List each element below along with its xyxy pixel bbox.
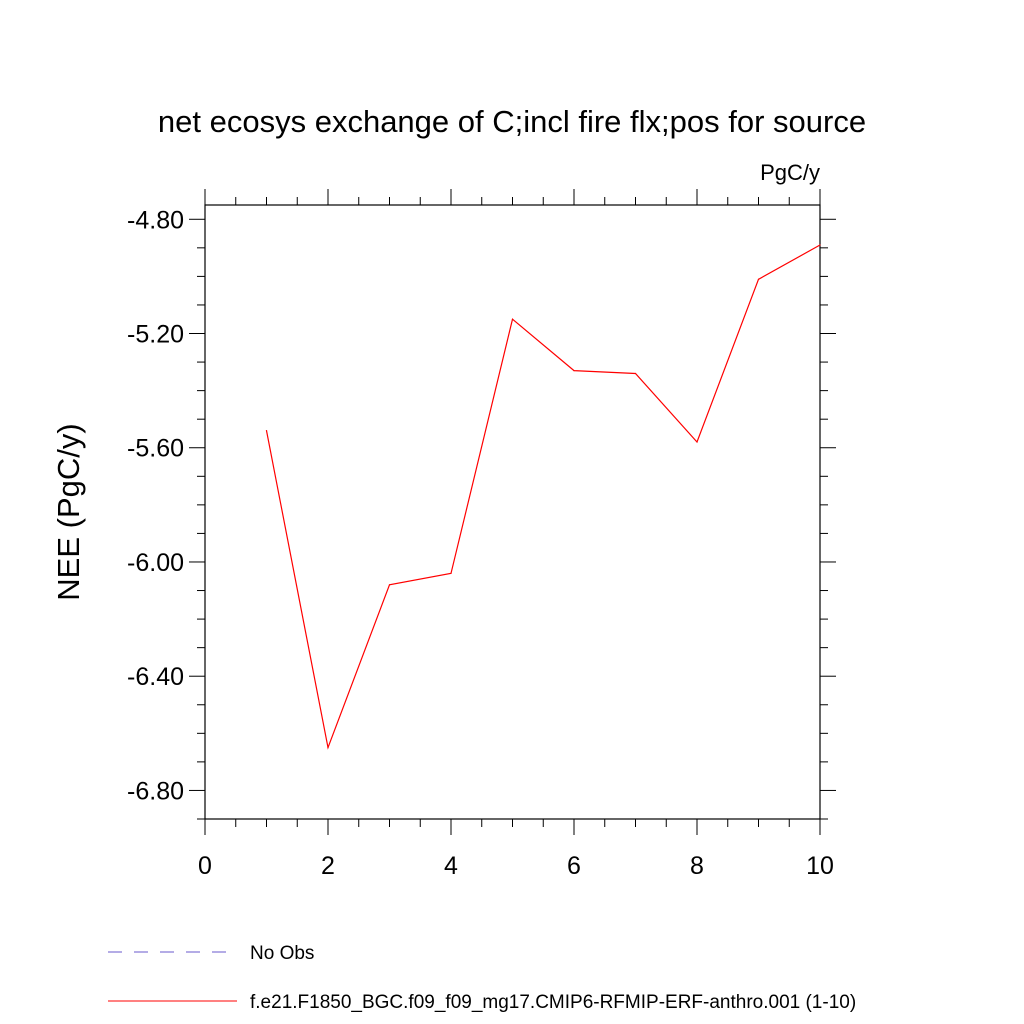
series-layer [265,244,821,750]
y-tick-label: -6.40 [127,663,184,691]
y-tick-label: -5.20 [127,321,184,349]
legend: No Obs f.e21.F1850_BGC.f09_f09_mg17.CMIP6… [108,943,856,1013]
chart-title: net ecosys exchange of C;incl fire flx;p… [158,104,866,139]
y-axis-ticks: -6.80 -6.40 -6.00 -5.60 -5.20 -4.80 [127,206,836,820]
legend-label: f.e21.F1850_BGC.f09_f09_mg17.CMIP6-RFMIP… [250,992,856,1013]
y-axis-label: NEE (PgC/y) [51,423,86,600]
data-point [696,441,698,443]
x-tick-label: 8 [690,852,704,880]
units-label: PgC/y [760,160,820,185]
data-point [327,747,329,749]
legend-label: No Obs [250,943,314,964]
x-tick-label: 2 [321,852,335,880]
x-axis-ticks: 0 2 4 6 8 10 [198,189,834,880]
x-tick-label: 4 [444,852,458,880]
x-tick-label: 10 [806,852,834,880]
data-point [819,244,821,246]
y-tick-label: -4.80 [127,206,184,234]
data-point [450,572,452,575]
y-tick-label: -5.60 [127,435,184,463]
x-tick-label: 6 [567,852,581,880]
y-tick-label: -6.00 [127,549,184,577]
y-tick-label: -6.80 [127,777,184,805]
plot-frame [204,204,821,820]
series-line [265,244,821,750]
x-tick-label: 0 [198,852,212,880]
data-point [757,278,760,280]
data-point [511,318,514,320]
data-point [265,430,268,432]
data-point [634,372,637,375]
data-point [573,370,575,372]
data-point [388,584,391,586]
